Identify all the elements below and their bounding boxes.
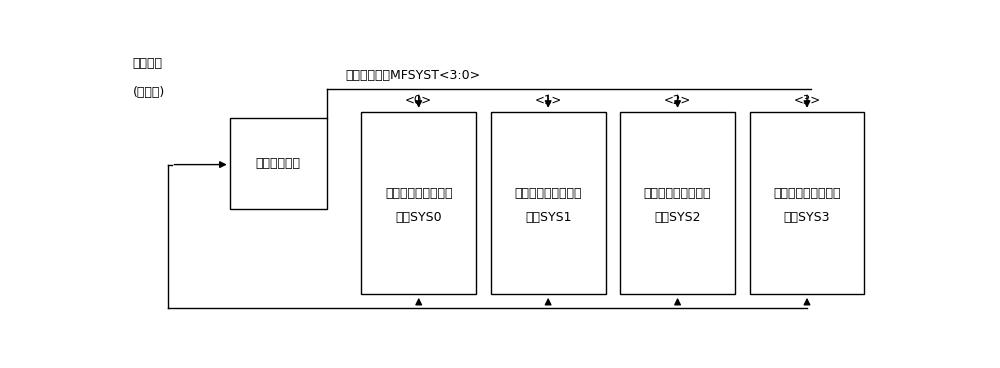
Text: <1>: <1> [535,94,562,107]
Text: <3>: <3> [793,94,821,107]
Bar [750,112,864,294]
Text: <2>: <2> [664,94,691,107]
Bar [230,118,326,209]
Text: 锁存地址: 锁存地址 [133,57,163,71]
Text: 比较SYS0: 比较SYS0 [395,211,442,224]
Bar [361,112,476,294]
Text: 比较SYS2: 比较SYS2 [654,211,701,224]
Text: (列地址): (列地址) [133,86,165,99]
Text: 熔断使能信号MFSYST<3:0>: 熔断使能信号MFSYST<3:0> [346,70,481,82]
Text: 比较SYS1: 比较SYS1 [525,211,571,224]
Text: 地址熔断加载与地址: 地址熔断加载与地址 [644,187,711,200]
Text: 熔断使能产生: 熔断使能产生 [256,157,301,170]
Bar [491,112,606,294]
Text: 地址熔断加载与地址: 地址熔断加载与地址 [385,187,452,200]
Text: 比较SYS3: 比较SYS3 [784,211,830,224]
Text: 地址熔断加载与地址: 地址熔断加载与地址 [514,187,582,200]
Text: 地址熔断加载与地址: 地址熔断加载与地址 [773,187,841,200]
Bar [620,112,735,294]
Text: <0>: <0> [405,94,432,107]
